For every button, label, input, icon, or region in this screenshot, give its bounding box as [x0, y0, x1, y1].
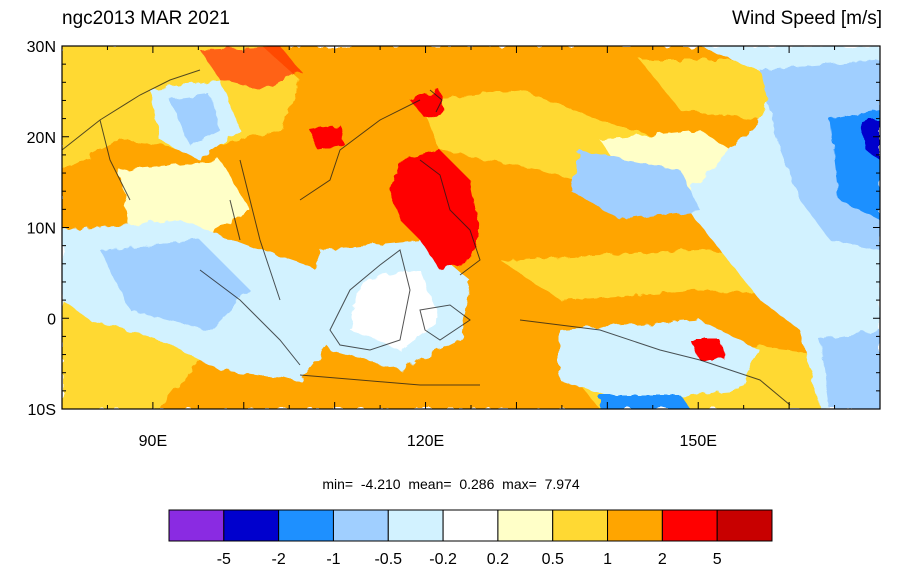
stat-mean-label: mean=: [408, 476, 452, 492]
axis-ticks: [61, 45, 881, 410]
colorbar-swatch: [223, 509, 280, 542]
colorbar-label: -2: [272, 551, 286, 568]
colorbar-label: 2: [658, 551, 667, 568]
stat-max-value: 7.974: [544, 476, 580, 492]
lat-label: 10S: [28, 402, 56, 419]
stat-min-value: -4.210: [360, 476, 401, 492]
colorbar-swatch: [278, 509, 334, 542]
longitude-labels: 90E 120E 150E: [139, 433, 717, 450]
map-title: ngc2013 MAR 2021: [62, 8, 230, 29]
colorbar: [168, 509, 773, 542]
lon-label: 120E: [407, 433, 444, 450]
latitude-labels: 30N 20N 10N 0 10S: [27, 39, 56, 419]
colorbar-swatch: [168, 509, 225, 542]
lat-label: 30N: [27, 39, 56, 56]
variable-title: Wind Speed [m/s]: [732, 8, 882, 29]
stat-min-label: min=: [322, 476, 354, 492]
lon-label: 150E: [680, 433, 717, 450]
colorbar-swatch: [552, 509, 609, 542]
lat-label: 10N: [27, 221, 56, 238]
colorbar-swatch: [661, 509, 718, 542]
colorbar-label: -0.2: [429, 551, 457, 568]
colorbar-swatch: [442, 509, 499, 542]
colorbar-label: 0.5: [542, 551, 564, 568]
lat-label: 0: [47, 311, 56, 328]
lat-label: 20N: [27, 130, 56, 147]
colorbar-label: 5: [713, 551, 722, 568]
colorbar-swatch: [387, 509, 444, 542]
colorbar-swatch: [716, 509, 773, 542]
wind-speed-field: [62, 46, 880, 409]
colorbar-label: -5: [217, 551, 231, 568]
colorbar-label: -0.5: [374, 551, 402, 568]
stat-mean-value: 0.286: [459, 476, 495, 492]
colorbar-swatch: [607, 509, 663, 542]
colorbar-label: 0.2: [487, 551, 509, 568]
colorbar-labels: -5 -2 -1 -0.5 -0.2 0.2 0.5 1 2 5: [217, 551, 722, 568]
lon-label: 90E: [139, 433, 167, 450]
colorbar-swatch: [497, 509, 554, 542]
colorbar-label: -1: [326, 551, 340, 568]
colorbar-swatch: [332, 509, 389, 542]
stat-max-label: max=: [502, 476, 537, 492]
colorbar-label: 1: [603, 551, 612, 568]
field-statistics: min= -4.210 mean= 0.286 max= 7.974: [0, 476, 902, 492]
